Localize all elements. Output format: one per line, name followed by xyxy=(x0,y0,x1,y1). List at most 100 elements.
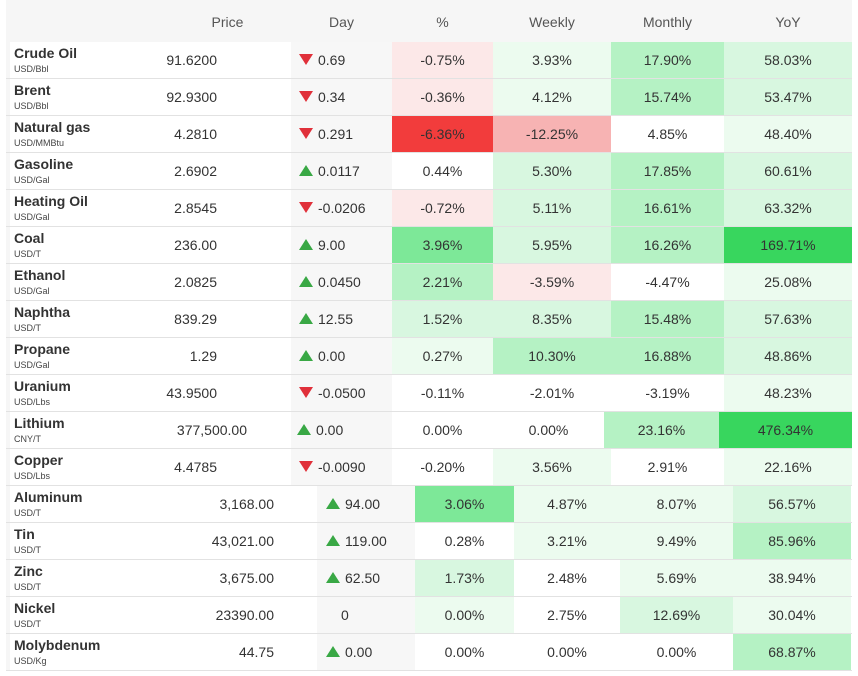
table-row[interactable]: Natural gas USD/MMBtu 4.2810 0.291 -6.36% -12… xyxy=(0,116,858,153)
price-value: 43.9500 xyxy=(166,385,217,401)
down-arrow-icon xyxy=(299,54,313,65)
commodity-cell[interactable]: Naphtha USD/T xyxy=(6,301,164,337)
header-yoy[interactable]: YoY xyxy=(724,0,852,42)
table-row[interactable]: Ethanol USD/Gal 2.0825 0.0450 2.21% -3.59% -4.… xyxy=(0,264,858,301)
table-row[interactable]: Aluminum USD/T 3,168.00 94.00 3.06% 4.87% 8.07… xyxy=(0,486,858,523)
commodity-name[interactable]: Naphtha xyxy=(14,304,70,320)
day-change-value: 0.34 xyxy=(318,89,346,105)
price-value: 3,168.00 xyxy=(219,496,275,512)
day-change-value: 94.00 xyxy=(345,496,381,512)
table-row[interactable]: Crude Oil USD/Bbl 91.6200 0.69 -0.75% 3.93% 17… xyxy=(0,42,858,79)
commodity-cell[interactable]: Coal USD/T xyxy=(6,227,164,263)
commodity-name[interactable]: Molybdenum xyxy=(14,637,101,653)
commodity-cell[interactable]: Gasoline USD/Gal xyxy=(6,153,164,189)
row-left-edge xyxy=(6,412,10,448)
day-change-cell: -0.0206 xyxy=(291,190,392,226)
commodity-name[interactable]: Coal xyxy=(14,230,45,246)
monthly-change-cell: 16.88% xyxy=(611,338,724,374)
header-day[interactable]: Day xyxy=(291,0,392,42)
commodity-cell[interactable]: Copper USD/Lbs xyxy=(6,449,164,485)
commodity-cell[interactable]: Molybdenum USD/Kg xyxy=(6,634,170,670)
row-left-edge xyxy=(6,79,10,115)
commodity-name[interactable]: Copper xyxy=(14,452,63,468)
table-row[interactable]: Coal USD/T 236.00 9.00 3.96% 5.95% 16.26% 169.7… xyxy=(0,227,858,264)
commodity-name[interactable]: Nickel xyxy=(14,600,56,616)
commodity-name[interactable]: Aluminum xyxy=(14,489,83,505)
day-change-cell: 0.291 xyxy=(291,116,392,152)
commodity-unit: CNY/T xyxy=(14,434,41,444)
commodity-name[interactable]: Zinc xyxy=(14,563,43,579)
header-price[interactable]: Price xyxy=(164,0,291,42)
table-row[interactable]: Naphtha USD/T 839.29 12.55 1.52% 8.35% 15.48% 5… xyxy=(0,301,858,338)
table-row[interactable]: Propane USD/Gal 1.29 0.00 0.27% 10.30% 16.88% 4… xyxy=(0,338,858,375)
percent-change-cell: 0.00% xyxy=(415,634,514,670)
commodity-name[interactable]: Propane xyxy=(14,341,71,357)
header-weekly[interactable]: Weekly xyxy=(493,0,611,42)
table-row[interactable]: Gasoline USD/Gal 2.6902 0.0117 0.44% 5.30% 17.… xyxy=(0,153,858,190)
table-row[interactable]: Tin USD/T 43,021.00 119.00 0.28% 3.21% 9.49% 85… xyxy=(0,523,858,560)
commodity-cell[interactable]: Uranium USD/Lbs xyxy=(6,375,164,411)
up-arrow-icon xyxy=(326,535,340,546)
header-percent[interactable]: % xyxy=(392,0,493,42)
weekly-change-cell: 8.35% xyxy=(493,301,611,337)
yoy-change-cell: 48.40% xyxy=(724,116,852,152)
commodity-name[interactable]: Crude Oil xyxy=(14,45,78,61)
price-cell: 2.8545 xyxy=(164,190,291,226)
commodity-unit: USD/Bbl xyxy=(14,64,49,74)
weekly-change-cell: 5.95% xyxy=(493,227,611,263)
table-row[interactable]: Heating Oil USD/Gal 2.8545 -0.0206 -0.72% 5.1… xyxy=(0,190,858,227)
percent-change-cell: -0.72% xyxy=(392,190,493,226)
monthly-change-cell: 23.16% xyxy=(604,412,719,448)
row-divider xyxy=(6,448,852,449)
table-row[interactable]: Lithium CNY/T 377,500.00 0.00 0.00% 0.00% 23.1… xyxy=(0,412,858,449)
row-left-edge xyxy=(6,523,10,559)
commodity-cell[interactable]: Natural gas USD/MMBtu xyxy=(6,116,164,152)
commodity-name[interactable]: Uranium xyxy=(14,378,71,394)
commodity-unit: USD/Lbs xyxy=(14,471,51,481)
table-row[interactable]: Zinc USD/T 3,675.00 62.50 1.73% 2.48% 5.69% 38.… xyxy=(0,560,858,597)
commodity-name[interactable]: Natural gas xyxy=(14,119,91,135)
table-row[interactable]: Copper USD/Lbs 4.4785 -0.0090 -0.20% 3.56% 2.9… xyxy=(0,449,858,486)
day-change-cell: 119.00 xyxy=(317,523,415,559)
commodity-name[interactable]: Heating Oil xyxy=(14,193,88,209)
commodity-cell[interactable]: Zinc USD/T xyxy=(6,560,170,596)
monthly-change-cell: 17.85% xyxy=(611,153,724,189)
monthly-change-cell: 4.85% xyxy=(611,116,724,152)
commodity-cell[interactable]: Aluminum USD/T xyxy=(6,486,170,522)
commodity-cell[interactable]: Brent USD/Bbl xyxy=(6,79,164,115)
commodity-cell[interactable]: Lithium CNY/T xyxy=(6,412,150,448)
price-cell: 23390.00 xyxy=(170,597,317,633)
commodity-name[interactable]: Tin xyxy=(14,526,35,542)
yoy-change-cell: 68.87% xyxy=(733,634,851,670)
weekly-change-cell: 0.00% xyxy=(493,412,604,448)
yoy-change-cell: 53.47% xyxy=(724,79,852,115)
weekly-change-cell: 4.12% xyxy=(493,79,611,115)
commodity-name[interactable]: Ethanol xyxy=(14,267,66,283)
commodity-cell[interactable]: Nickel USD/T xyxy=(6,597,170,633)
header-monthly[interactable]: Monthly xyxy=(611,0,724,42)
day-change-value: 0 xyxy=(341,607,349,623)
price-value: 377,500.00 xyxy=(176,422,247,438)
up-arrow-icon xyxy=(299,239,313,250)
table-row[interactable]: Uranium USD/Lbs 43.9500 -0.0500 -0.11% -2.01%… xyxy=(0,375,858,412)
percent-change-cell: 0.00% xyxy=(415,597,514,633)
table-row[interactable]: Molybdenum USD/Kg 44.75 0.00 0.00% 0.00% 0.00%… xyxy=(0,634,858,671)
commodity-cell[interactable]: Crude Oil USD/Bbl xyxy=(6,42,164,78)
price-value: 1.29 xyxy=(189,348,217,364)
yoy-change-cell: 58.03% xyxy=(724,42,852,78)
table-row[interactable]: Brent USD/Bbl 92.9300 0.34 -0.36% 4.12% 15.74%… xyxy=(0,79,858,116)
day-change-value: 0.00 xyxy=(345,644,373,660)
commodity-cell[interactable]: Tin USD/T xyxy=(6,523,170,559)
commodity-cell[interactable]: Heating Oil USD/Gal xyxy=(6,190,164,226)
price-value: 2.6902 xyxy=(174,163,217,179)
table-row[interactable]: Nickel USD/T 23390.00 0 0.00% 2.75% 12.69% 30.0… xyxy=(0,597,858,634)
commodity-cell[interactable]: Ethanol USD/Gal xyxy=(6,264,164,300)
percent-change-cell: -0.75% xyxy=(392,42,493,78)
day-change-cell: 0.00 xyxy=(291,412,392,448)
commodity-cell[interactable]: Propane USD/Gal xyxy=(6,338,164,374)
commodity-name[interactable]: Lithium xyxy=(14,415,65,431)
commodity-name[interactable]: Brent xyxy=(14,82,51,98)
weekly-change-cell: -12.25% xyxy=(493,116,611,152)
commodity-name[interactable]: Gasoline xyxy=(14,156,74,172)
percent-change-cell: -0.20% xyxy=(392,449,493,485)
